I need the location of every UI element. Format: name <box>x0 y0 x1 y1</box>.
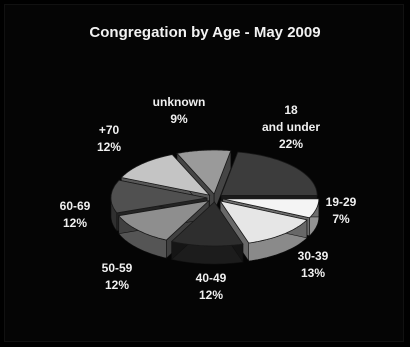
slice-label-50-59: 50-59 12% <box>92 260 142 294</box>
slice-label-text: 60-69 <box>59 199 91 213</box>
slice-label-60-69: 60-69 12% <box>50 198 100 232</box>
slice-label-text: 40-49 <box>195 271 227 285</box>
slice-label-19-29: 19-29 7% <box>316 194 366 228</box>
slice-top-4 <box>118 200 211 241</box>
chart-title: Congregation by Age - May 2009 <box>89 24 321 41</box>
slice-pct: 9% <box>170 112 188 126</box>
slice-pct: 12% <box>198 288 224 302</box>
slice-label-text-2: and under <box>261 120 320 134</box>
slice-label-text: unknown <box>152 95 206 109</box>
slice-label-18-and-under: 18 and under 22% <box>256 102 326 153</box>
slice-top-6 <box>120 154 211 196</box>
slice-top-7 <box>176 149 232 195</box>
slice-label-text: +70 <box>98 123 120 137</box>
slice-top-5 <box>110 179 208 214</box>
slice-label-text: 19-29 <box>325 195 357 209</box>
slice-label-plus-70: +70 12% <box>84 122 134 156</box>
slice-top-0 <box>220 151 318 196</box>
slice-pct: 12% <box>104 278 130 292</box>
slice-pct: 13% <box>300 266 326 280</box>
slice-pct: 7% <box>332 212 350 226</box>
slice-top-2 <box>219 200 308 244</box>
slice-label-text: 18 <box>284 103 298 117</box>
slice-label-unknown: unknown 9% <box>144 94 214 128</box>
slice-label-text: 50-59 <box>101 261 133 275</box>
slice-pct: 12% <box>62 216 88 230</box>
slice-pct: 22% <box>278 137 304 151</box>
slice-top-1 <box>222 198 320 219</box>
slice-label-40-49: 40-49 12% <box>186 270 236 304</box>
slice-label-text: 30-39 <box>297 249 329 263</box>
slice-label-30-39: 30-39 13% <box>288 248 338 282</box>
slice-pct: 12% <box>96 140 122 154</box>
slice-top-3 <box>170 201 244 247</box>
